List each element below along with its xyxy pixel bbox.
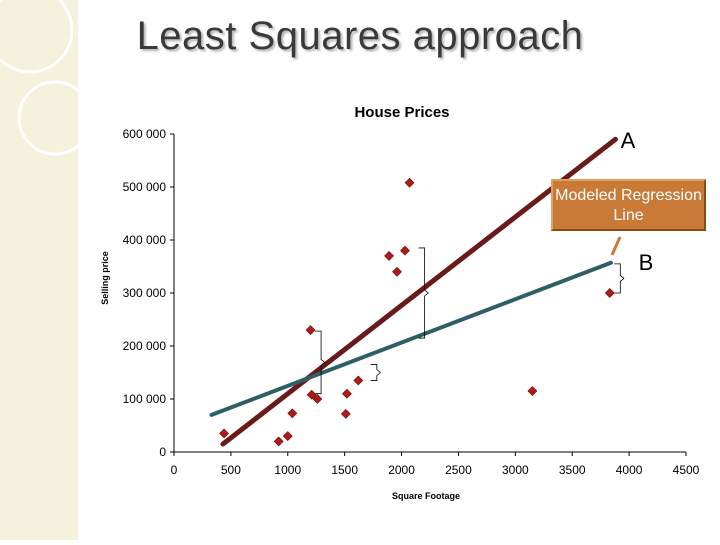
data-point [342,388,352,399]
line-a-label: A [621,128,636,153]
residual-bracket [315,330,326,395]
residual-bracket [418,247,429,339]
x-tick-label: 2500 [445,463,472,477]
x-tick-label: 1500 [331,463,358,477]
x-tick-label: 4500 [673,463,700,477]
line-b-label: B [639,250,654,275]
data-point [404,177,415,188]
residual-bracket [370,364,382,381]
data-point [219,428,229,439]
data-point [400,245,410,256]
x-tick-label: 500 [221,463,241,477]
data-point [604,288,615,298]
data-point [273,436,284,447]
regression-line-a [220,136,618,447]
x-tick-label: 0 [171,463,178,477]
x-tick-label: 2000 [388,463,415,477]
regression-line-b [209,260,613,417]
data-point [353,375,364,386]
y-tick-label: 300 000 [123,286,167,300]
data-point [384,250,394,261]
data-point [306,389,317,400]
data-points [219,177,615,447]
y-tick-label: 100 000 [123,392,167,406]
y-tick-label: 500 000 [123,180,167,194]
callout-pointer [610,236,622,256]
x-tick-label: 1000 [274,463,301,477]
chart-title: House Prices [354,104,449,121]
x-tick-label: 3000 [502,463,529,477]
axes: 0 100 000 200 000 300 000 400 000 500 000 600 … [123,127,700,477]
residual-brackets [315,247,625,395]
y-tick-label: 0 [159,445,166,459]
x-axis-label: Square Footage [392,491,460,501]
y-tick-label: 400 000 [123,233,167,247]
x-tick-label: 3500 [559,463,586,477]
side-decoration-band [0,0,93,540]
data-point [287,408,298,419]
y-axis-label: Selling price [100,251,110,305]
y-tick-label: 200 000 [123,339,167,353]
regression-lines [209,136,618,447]
data-point [527,386,538,396]
slide-title: Least Squares approach [136,14,584,58]
residual-bracket [614,263,625,294]
data-point [305,325,316,336]
x-tick-label: 4000 [616,463,643,477]
data-point [282,431,293,442]
callout-box: Modeled Regression Line [551,179,706,231]
data-point [312,394,323,404]
y-tick-label: 600 000 [123,127,167,141]
data-point [392,266,402,277]
data-point [340,408,351,419]
